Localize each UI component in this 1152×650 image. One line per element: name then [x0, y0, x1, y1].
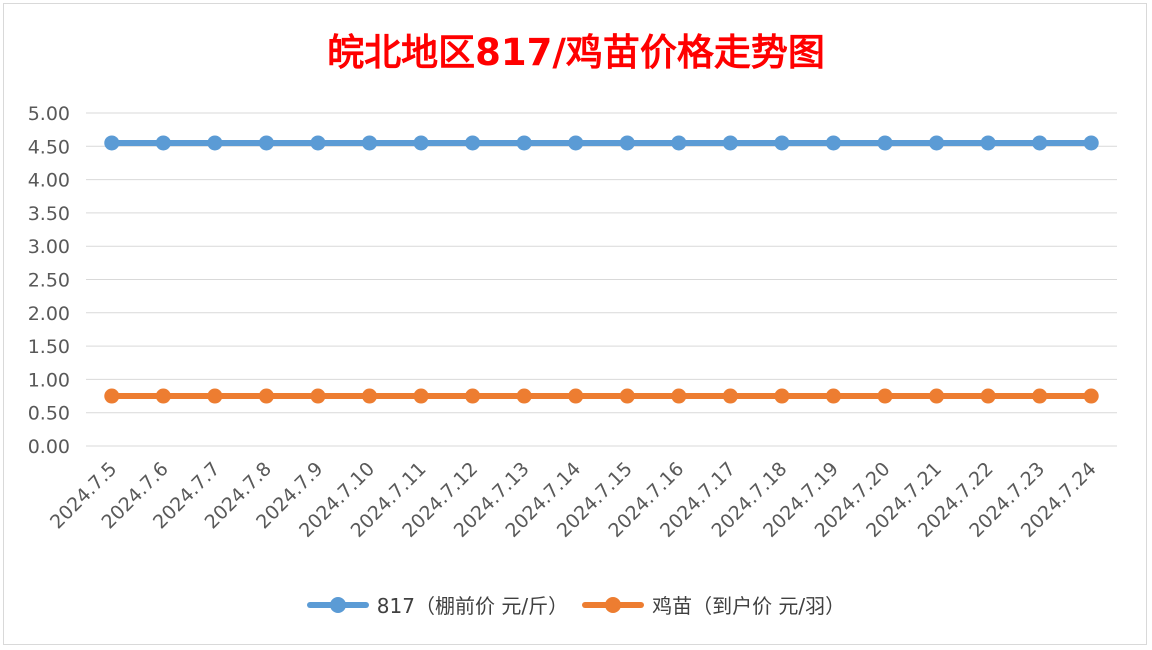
y-tick-label: 3.50 [28, 203, 70, 225]
legend-item-817: 817（棚前价 元/斤） [306, 590, 569, 619]
y-tick-label: 0.00 [28, 436, 70, 458]
data-point-0-6 [413, 135, 429, 151]
legend-item-chick: 鸡苗（到户价 元/羽） [582, 590, 845, 619]
data-point-0-18 [1032, 135, 1048, 151]
y-tick-label: 4.50 [28, 136, 70, 158]
data-point-0-15 [877, 135, 893, 151]
data-point-0-19 [1083, 135, 1099, 151]
gridlines [86, 112, 1117, 447]
data-point-1-4 [310, 388, 326, 404]
data-point-1-18 [1032, 388, 1048, 404]
data-point-0-8 [516, 135, 532, 151]
data-point-0-12 [722, 135, 738, 151]
data-point-1-17 [980, 388, 996, 404]
data-point-1-6 [413, 388, 429, 404]
data-point-0-13 [774, 135, 790, 151]
y-axis-tick-labels: 0.00 0.50 1.00 1.50 2.00 2.50 3.00 3.50 4.00 4.50… [28, 103, 70, 458]
data-point-0-7 [465, 135, 481, 151]
data-point-1-9 [568, 388, 584, 404]
data-point-0-0 [104, 135, 120, 151]
data-point-1-10 [619, 388, 635, 404]
data-point-1-5 [362, 388, 378, 404]
legend-label-chick: 鸡苗（到户价 元/羽） [652, 594, 846, 618]
y-tick-label: 1.00 [28, 369, 70, 391]
y-tick-label: 5.00 [28, 103, 70, 125]
data-point-1-19 [1083, 388, 1099, 404]
data-point-1-8 [516, 388, 532, 404]
data-point-0-10 [619, 135, 635, 151]
data-point-1-11 [671, 388, 687, 404]
data-point-1-1 [155, 388, 171, 404]
y-tick-label: 2.00 [28, 303, 70, 325]
data-point-1-7 [465, 388, 481, 404]
y-tick-label: 3.00 [28, 236, 70, 258]
x-axis-tick-labels: 2024.7.52024.7.62024.7.72024.7.82024.7.9… [46, 458, 1101, 542]
data-point-0-4 [310, 135, 326, 151]
chart-frame [3, 3, 1147, 645]
data-point-0-1 [155, 135, 171, 151]
legend-label-817: 817（棚前价 元/斤） [376, 594, 569, 618]
legend-swatch-chick [582, 596, 645, 614]
data-point-0-9 [568, 135, 584, 151]
data-point-1-15 [877, 388, 893, 404]
y-tick-label: 1.50 [28, 336, 70, 358]
data-point-1-14 [825, 388, 841, 404]
y-tick-label: 4.00 [28, 170, 70, 192]
data-point-1-0 [104, 388, 120, 404]
data-point-1-2 [207, 388, 223, 404]
chart-title: 皖北地区817/鸡苗价格走势图 [327, 31, 825, 74]
data-point-0-16 [929, 135, 945, 151]
y-tick-label: 2.50 [28, 270, 70, 292]
y-tick-label: 0.50 [28, 403, 70, 425]
data-point-1-13 [774, 388, 790, 404]
data-point-0-3 [258, 135, 274, 151]
series-lines [104, 135, 1099, 404]
data-point-0-2 [207, 135, 223, 151]
legend: 817（棚前价 元/斤） 鸡苗（到户价 元/羽） [0, 590, 1152, 619]
data-point-1-12 [722, 388, 738, 404]
data-point-0-17 [980, 135, 996, 151]
data-point-0-11 [671, 135, 687, 151]
data-point-1-3 [258, 388, 274, 404]
data-point-0-5 [362, 135, 378, 151]
data-point-1-16 [929, 388, 945, 404]
data-point-0-14 [825, 135, 841, 151]
legend-swatch-817 [306, 596, 369, 614]
